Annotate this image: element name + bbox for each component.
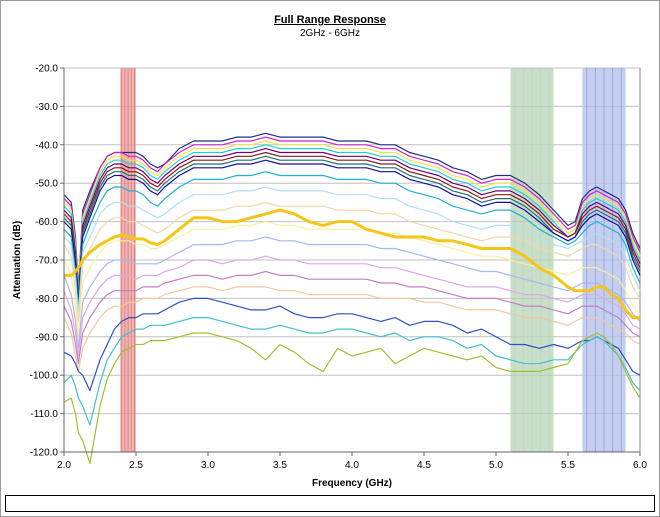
- series-line-85: [63, 286, 641, 372]
- series-line-Off: [64, 208, 640, 320]
- y-tick-label: -70.0: [35, 256, 58, 267]
- series-line-55: [63, 186, 641, 315]
- series-line-41: [63, 136, 641, 296]
- y-axis-label: Attenuation (dB): [12, 221, 23, 299]
- y-tick-label: -20.0: [35, 64, 58, 75]
- x-tick-label: 2.0: [57, 460, 71, 471]
- y-tick-label: -50.0: [35, 179, 58, 190]
- y-tick-label: -30.0: [35, 102, 58, 113]
- chart-subtitle: 2GHz - 6GHz: [299, 28, 360, 39]
- y-tick-label: -90.0: [35, 332, 58, 343]
- x-axis-label: Frequency (GHz): [312, 478, 392, 489]
- x-tick-label: 3.5: [273, 460, 287, 471]
- y-tick-label: -110.0: [30, 409, 58, 420]
- series-line-42: [63, 140, 641, 296]
- series-line-50: [63, 171, 641, 311]
- series-line-80: [63, 270, 641, 365]
- series-line-48: [63, 159, 641, 307]
- x-tick-label: 2.5: [129, 460, 143, 471]
- chart-title: Full Range Response: [274, 14, 386, 26]
- x-tick-label: 3.0: [201, 460, 215, 471]
- series-line-65: [63, 221, 641, 338]
- y-tick-label: -80.0: [35, 294, 58, 305]
- y-tick-label: -120.0: [30, 448, 59, 459]
- x-tick-label: 4.0: [345, 460, 359, 471]
- y-tick-label: -60.0: [35, 217, 58, 228]
- series-line-101: [63, 332, 641, 465]
- series-line-75: [63, 255, 641, 357]
- x-tick-label: 5.0: [489, 460, 503, 471]
- legend: [5, 495, 655, 512]
- series-line-60: [63, 201, 641, 322]
- series-line-70: [63, 236, 641, 349]
- series-line-90: [63, 297, 641, 392]
- y-tick-label: -100.0: [30, 371, 59, 382]
- y-tick-label: -40.0: [35, 140, 58, 151]
- x-tick-label: 5.5: [561, 460, 575, 471]
- x-tick-label: 4.5: [417, 460, 431, 471]
- x-tick-label: 6.0: [633, 460, 647, 471]
- series-line-45: [63, 151, 641, 303]
